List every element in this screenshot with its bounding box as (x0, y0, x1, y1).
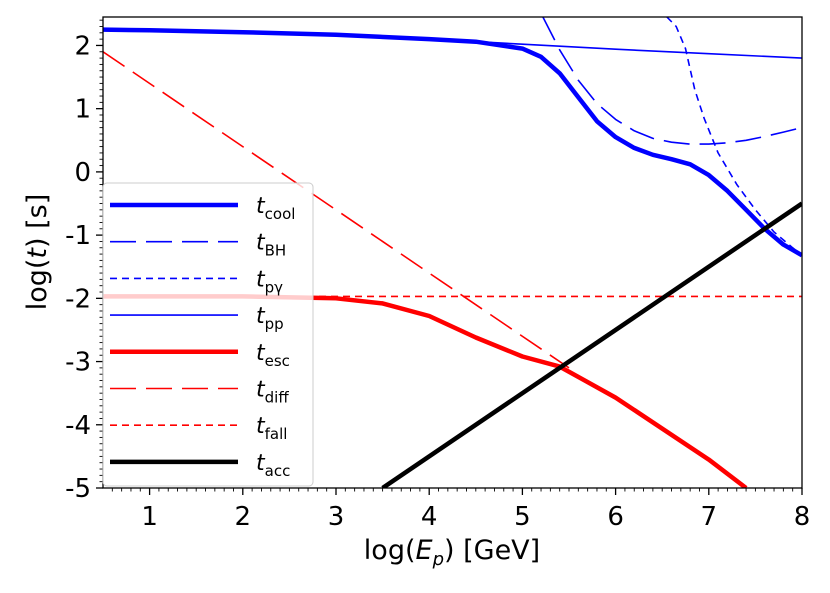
y-axis-ticks: 2 1 0 -1 -2 -3 -4 -5 (65, 19, 103, 504)
x-tick-label: 5 (514, 502, 531, 532)
legend-label-pp: tpp (256, 304, 284, 333)
series-line-pp (103, 28, 802, 59)
x-tick-label: 3 (328, 502, 345, 532)
y-tick-label: 1 (74, 95, 91, 125)
series-line-acc (381, 201, 802, 488)
series-line-diff (103, 51, 570, 369)
x-tick-label: 8 (794, 502, 811, 532)
legend-label-bh: tBH (256, 231, 286, 260)
y-axis-label: log(t) [s] (22, 194, 53, 311)
x-tick-label: 2 (235, 502, 252, 532)
x-tick-label: 7 (701, 502, 718, 532)
series-line-pg (666, 17, 802, 256)
x-tick-label: 1 (141, 502, 158, 532)
y-tick-label: -4 (65, 411, 91, 441)
y-tick-label: -3 (65, 348, 91, 378)
legend-label-esc: tesc (256, 341, 290, 370)
y-tick-label: -5 (65, 474, 91, 504)
y-tick-label: -1 (65, 221, 91, 251)
y-tick-label: 0 (74, 158, 91, 188)
x-tick-label: 4 (421, 502, 438, 532)
y-tick-label: 2 (74, 31, 91, 61)
legend-label-acc: tacc (256, 451, 290, 480)
legend-label-diff: tdiff (256, 378, 289, 407)
x-axis-ticks: 1 2 3 4 5 6 7 8 (111, 488, 811, 532)
legend-label-pg: tpγ (256, 267, 283, 296)
legend: tcool tBH tpγ tpp tesc tdiff tfall tacc (102, 182, 314, 487)
legend-label-cool: tcool (256, 194, 295, 223)
x-tick-label: 6 (607, 502, 624, 532)
y-tick-label: -2 (65, 284, 91, 314)
series-line-bh (542, 17, 802, 145)
legend-box (102, 182, 314, 487)
x-axis-label: log(Ep) [GeV] (364, 535, 540, 570)
legend-label-fall: tfall (256, 414, 287, 443)
